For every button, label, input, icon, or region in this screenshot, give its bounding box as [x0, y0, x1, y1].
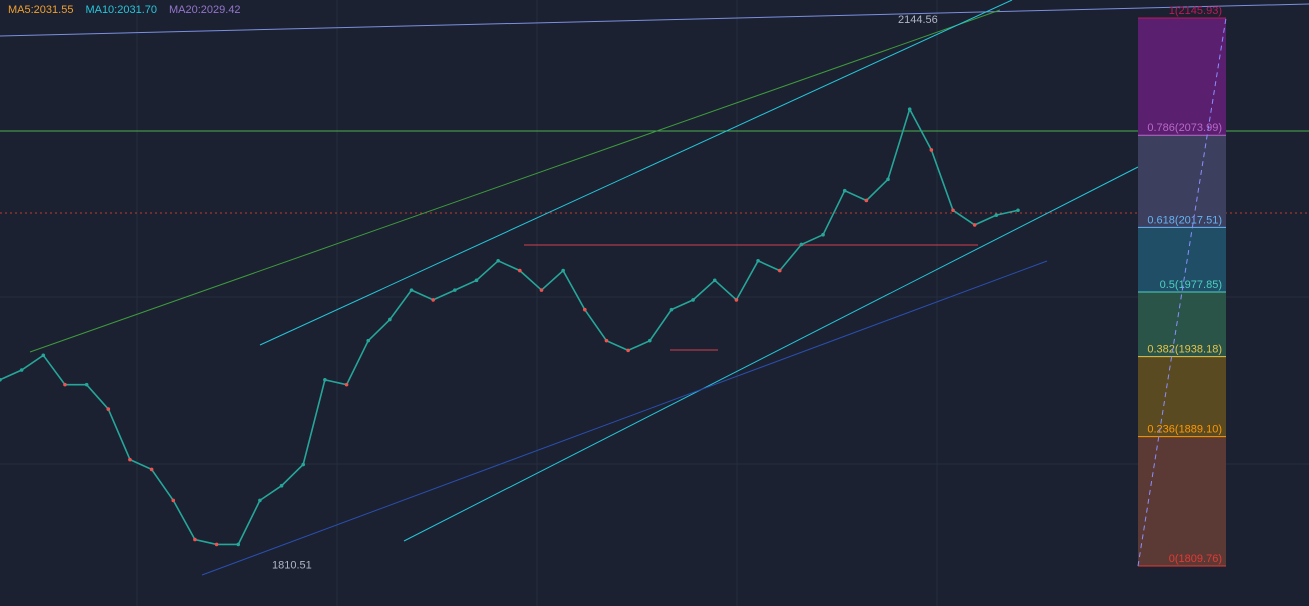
price-point	[712, 278, 717, 283]
price-point	[972, 223, 977, 227]
price-point	[84, 382, 89, 387]
price-point	[171, 498, 176, 503]
price-point	[756, 258, 760, 263]
price-point	[236, 542, 241, 547]
price-point	[474, 278, 479, 283]
channel-line	[259, 0, 1013, 346]
price-point	[604, 338, 609, 343]
price-point	[279, 483, 284, 488]
plot: 2144.56 1810.51	[0, 14, 1020, 572]
price-point	[258, 498, 262, 503]
price-point	[842, 188, 847, 193]
price-point	[864, 198, 869, 203]
price-point	[149, 467, 154, 472]
price-point	[994, 213, 999, 217]
price-point	[626, 348, 630, 353]
price-point	[19, 368, 24, 372]
fib-zone	[1138, 356, 1226, 437]
channel-line	[29, 9, 1001, 353]
indicator-label: MA5:2031.55	[8, 4, 73, 16]
fib-zone	[1138, 436, 1226, 566]
price-point	[453, 288, 457, 292]
price-annotation: 2144.56	[898, 14, 938, 26]
price-point	[388, 317, 392, 322]
price-point	[799, 242, 804, 247]
price-point	[366, 338, 371, 343]
fib-label: 1(2145.93)	[1169, 5, 1222, 17]
price-point	[63, 382, 67, 387]
fib-label: 0.618(2017.51)	[1147, 214, 1222, 226]
price-point	[496, 258, 500, 263]
price-point	[301, 462, 306, 467]
price-point	[951, 208, 955, 213]
price-point	[323, 377, 327, 382]
indicator-label: MA10:2031.70	[85, 4, 157, 16]
price-point	[929, 148, 934, 152]
fib-label: 0.786(2073.99)	[1147, 122, 1222, 134]
fib-zone	[1138, 18, 1226, 136]
price-annotation: 1810.51	[272, 560, 312, 572]
price-point	[734, 298, 739, 302]
fib-label: 0(1809.76)	[1169, 553, 1222, 565]
price-point	[409, 288, 414, 292]
trend-line	[0, 3, 1309, 37]
price-point	[647, 338, 652, 343]
price-point	[0, 377, 2, 382]
price-point	[128, 457, 132, 462]
price-point	[583, 307, 587, 312]
fibonacci: 1(2145.93) 0.786(2073.99) 0.618(2017.51) 0.…	[1137, 5, 1227, 567]
legend: MA5:2031.55 MA10:2031.70 MA20:2029.42	[8, 4, 241, 16]
price-point	[669, 307, 674, 312]
price-point	[41, 353, 46, 358]
price-point	[518, 268, 522, 273]
fib-zone	[1138, 291, 1226, 357]
fib-zone	[1138, 135, 1226, 228]
price-point	[431, 298, 435, 302]
fib-label: 0.382(1938.18)	[1147, 344, 1222, 356]
price-point	[344, 382, 349, 387]
price-point	[561, 268, 565, 273]
channel-line	[403, 166, 1139, 542]
trend-line	[201, 260, 1048, 576]
indicator-label: MA20:2029.42	[169, 4, 241, 16]
price-point	[907, 107, 912, 112]
fib-zone	[1138, 227, 1226, 292]
price-point	[193, 537, 197, 542]
price-point	[886, 177, 890, 182]
price-point	[777, 268, 782, 273]
price-point	[106, 407, 111, 411]
price-point	[1016, 208, 1020, 213]
price-line	[0, 107, 1019, 546]
drawings	[0, 0, 1309, 576]
price-point	[821, 232, 825, 237]
fib-label: 0.236(1889.10)	[1147, 424, 1222, 436]
price-point	[539, 288, 544, 292]
fib-diagonal	[1137, 17, 1227, 567]
fib-label: 0.5(1977.85)	[1160, 279, 1222, 291]
price-point	[691, 298, 695, 302]
price-point	[214, 542, 219, 547]
